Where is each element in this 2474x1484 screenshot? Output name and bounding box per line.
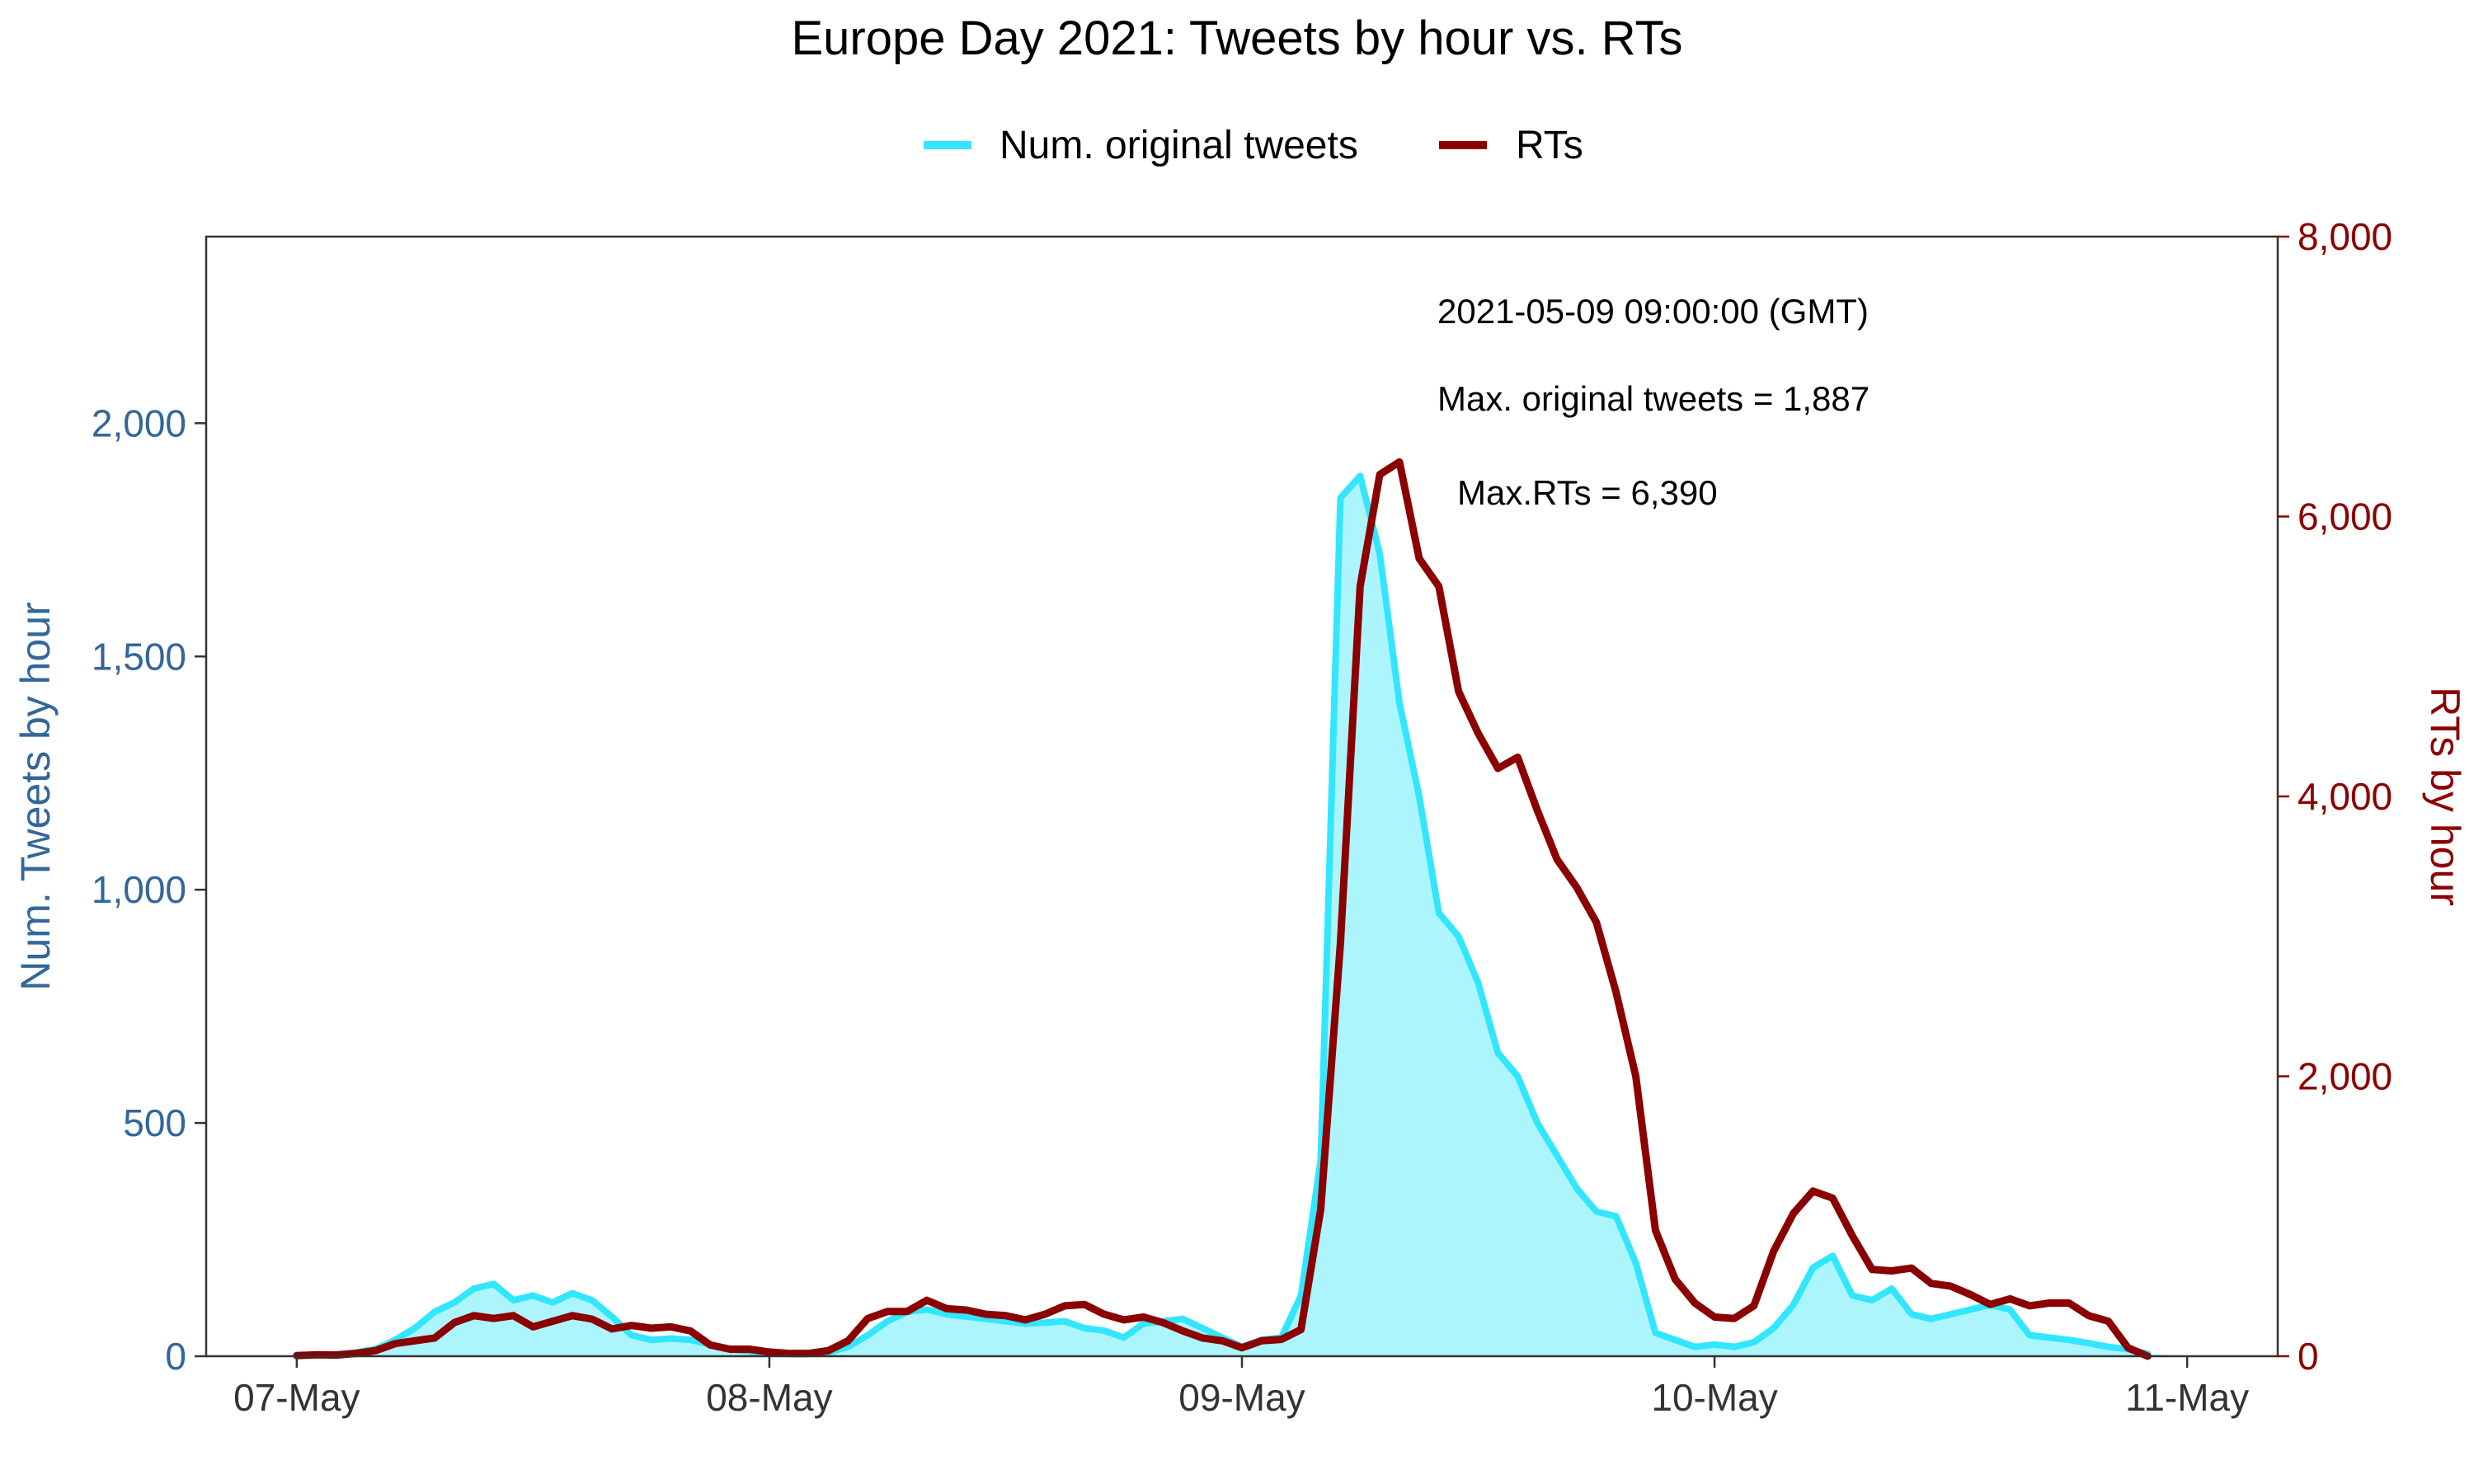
annotation-time-label: 2021-05-09 09:00:00 (GMT) (1437, 292, 1869, 331)
left-tick-label: 2,000 (92, 402, 186, 444)
left-axis: 0 500 1,000 1,500 2,000 (92, 402, 206, 1378)
series-tweets-line (293, 472, 2152, 1359)
annotation-max-tweets: Max. original tweets = 1,887 (1437, 379, 1870, 418)
chart-title: Europe Day 2021: Tweets by hour vs. RTs (791, 12, 1682, 65)
left-tick-label: 1,000 (92, 868, 186, 911)
legend-label-rts: RTs (1516, 124, 1583, 167)
left-tick-label: 0 (165, 1335, 186, 1378)
x-tick-label: 10-May (1651, 1376, 1777, 1419)
plot-area (293, 458, 2188, 1360)
left-tick-label: 500 (123, 1101, 186, 1144)
x-tick-label: 07-May (233, 1376, 360, 1419)
left-tick-label: 1,500 (92, 635, 186, 678)
x-tick-label: 11-May (2125, 1376, 2249, 1419)
x-tick-label: 08-May (706, 1376, 832, 1419)
legend: Num. original tweets RTs (924, 124, 1583, 167)
annotation-max-rts: Max.RTs = 6,390 (1457, 473, 1718, 512)
right-tick-label: 6,000 (2298, 495, 2392, 538)
left-axis-title: Num. Tweets by hour (12, 602, 59, 991)
right-axis: 0 2,000 4,000 6,000 8,000 (2278, 215, 2392, 1378)
series-tweets-area (296, 476, 2188, 1356)
right-tick-label: 0 (2298, 1335, 2319, 1378)
right-tick-label: 8,000 (2298, 215, 2392, 258)
x-tick-label: 09-May (1178, 1376, 1305, 1419)
series-rts-line (293, 458, 2152, 1360)
right-tick-label: 4,000 (2298, 775, 2392, 818)
plot-frame (205, 235, 2279, 1358)
right-tick-label: 2,000 (2298, 1055, 2392, 1098)
right-axis-title: RTs by hour (2422, 687, 2468, 906)
x-axis: 07-May 08-May 09-May 10-May 11-May (233, 1356, 2249, 1419)
legend-label-tweets: Num. original tweets (999, 124, 1358, 167)
annotations: 2021-05-09 09:00:00 (GMT) Max. original … (1437, 292, 1870, 512)
